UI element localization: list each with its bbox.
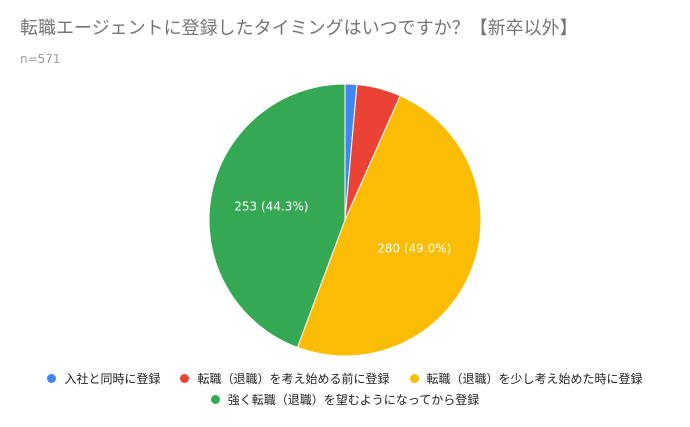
pie-slice-label-3: 253 (44.3%) (234, 200, 308, 214)
pie-slice-label-2: 280 (49.0%) (377, 241, 451, 255)
pie-slice-2 (296, 95, 482, 357)
legend-swatch-0 (47, 374, 57, 383)
chart-subtitle: n=571 (20, 52, 61, 66)
chart-title: 転職エージェントに登録したタイミングはいつですか？【新卒以外】 (20, 18, 578, 39)
legend-label-2: 転職（退職）を少し考え始めた時に登録 (426, 372, 643, 386)
legend-item-0: 入社と同時に登録 (47, 370, 160, 387)
legend-swatch-3 (210, 395, 220, 404)
pie-slice-3 (208, 83, 346, 349)
legend-label-1: 転職（退職）を考え始める前に登録 (197, 372, 390, 386)
legend-item-1: 転職（退職）を考え始める前に登録 (180, 370, 390, 387)
legend-label-0: 入社と同時に登録 (64, 372, 161, 386)
legend-item-3: 強く転職（退職）を望むようになってから登録 (210, 391, 480, 408)
legend-row-2: 強く転職（退職）を望むようになってから登録 (0, 391, 690, 408)
legend-item-2: 転職（退職）を少し考え始めた時に登録 (409, 370, 643, 387)
legend-row-1: 入社と同時に登録 転職（退職）を考え始める前に登録 転職（退職）を少し考え始めた時に… (0, 370, 690, 387)
legend-swatch-1 (180, 374, 190, 383)
legend-swatch-2 (409, 374, 419, 383)
legend-label-3: 強く転職（退職）を望むようになってから登録 (227, 393, 480, 407)
